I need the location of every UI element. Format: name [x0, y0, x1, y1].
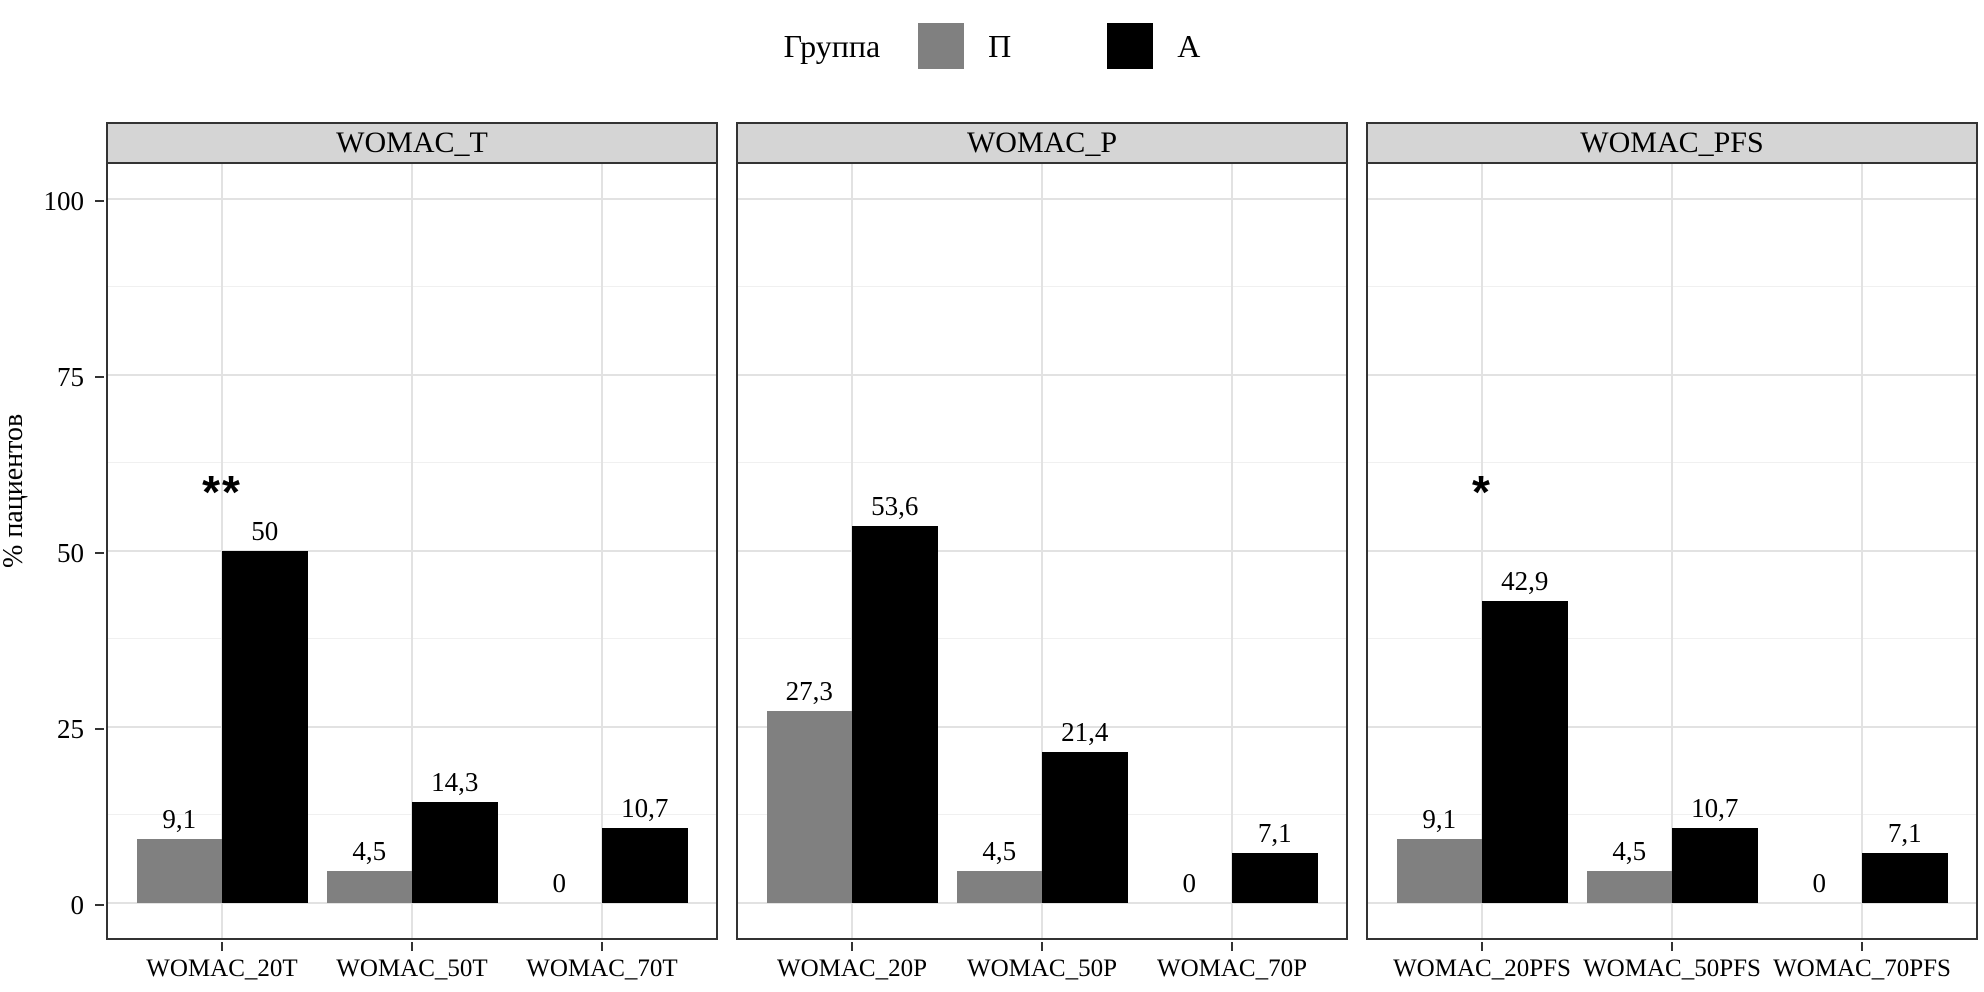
- bar-A-WOMAC_70PFS: [1862, 852, 1948, 903]
- gridline-major-v: [1861, 164, 1863, 938]
- bar-value-label: 10,7: [621, 792, 669, 823]
- x-tick-label: WOMAC_50PFS: [1583, 955, 1761, 982]
- panel-WOMAC_P: WOMAC_P 27,3 4,5 0 53,6 21,4 7,1 WOMAC_20P WOMAC…: [736, 122, 1348, 981]
- facet-panels: WOMAC_T 9,1 4,5 0 50 14,3 10,7 ** WOMAC_20T WOMAC…: [106, 122, 1978, 981]
- y-tick-mark: [95, 727, 104, 730]
- gridline-major-v: [1041, 164, 1043, 938]
- bar-value-label: 50: [251, 516, 279, 546]
- bar-value-label: 27,3: [785, 675, 833, 706]
- y-tick-mark: [95, 376, 104, 379]
- x-tick-label: WOMAC_20P: [776, 955, 928, 982]
- plot-area: 9,1 4,5 0 50 14,3 10,7 **: [106, 162, 718, 940]
- gridline-major-v: [221, 164, 223, 938]
- legend: Группа П A: [0, 20, 1984, 72]
- panel-WOMAC_T: WOMAC_T 9,1 4,5 0 50 14,3 10,7 ** WOMAC_20T WOMAC…: [106, 122, 718, 981]
- x-tick-label: WOMAC_70P: [1156, 955, 1308, 982]
- y-tick-mark: [95, 200, 104, 203]
- legend-swatch-gray-icon: [918, 23, 965, 69]
- y-axis: 0 25 50 75 100: [0, 0, 106, 992]
- bar-П-WOMAC_50PFS: [1586, 871, 1672, 903]
- y-tick-label: 25: [57, 713, 84, 744]
- plot-area: 27,3 4,5 0 53,6 21,4 7,1: [736, 162, 1348, 940]
- bar-П-WOMAC_20P: [766, 710, 852, 903]
- legend-item-p: П: [918, 23, 1011, 69]
- facet-strip: WOMAC_T: [106, 122, 718, 162]
- y-tick-label: 50: [57, 538, 84, 568]
- y-tick-label: 75: [57, 362, 84, 393]
- bar-П-WOMAC_50P: [956, 871, 1042, 903]
- facet-strip: WOMAC_P: [736, 122, 1348, 162]
- bar-value-label: 0: [1812, 867, 1827, 898]
- facet-strip-label: WOMAC_P: [966, 126, 1117, 159]
- y-tick-label: 0: [70, 889, 85, 920]
- bar-value-label: 10,7: [1691, 792, 1739, 823]
- legend-label-a: A: [1177, 27, 1201, 64]
- bar-П-WOMAC_50T: [326, 871, 412, 903]
- bar-value-label: 0: [1182, 867, 1197, 898]
- x-tick-mark: [411, 942, 413, 951]
- bar-A-WOMAC_70T: [602, 827, 688, 903]
- bar-value-label: 7,1: [1887, 817, 1922, 848]
- bar-value-label: 9,1: [162, 803, 197, 834]
- y-tick-mark: [95, 903, 104, 906]
- bar-A-WOMAC_50PFS: [1672, 827, 1758, 903]
- gridline-major-v: [411, 164, 413, 938]
- bar-value-label: 53,6: [871, 490, 919, 521]
- facet-strip: WOMAC_PFS: [1366, 122, 1978, 162]
- bar-A-WOMAC_20PFS: [1482, 600, 1568, 903]
- significance-marker: **: [202, 465, 242, 518]
- bar-A-WOMAC_50T: [412, 802, 498, 903]
- bar-П-WOMAC_20T: [136, 838, 222, 903]
- bar-A-WOMAC_20P: [852, 525, 938, 903]
- gridline-major-v: [1481, 164, 1483, 938]
- bar-П-WOMAC_20PFS: [1396, 838, 1482, 903]
- bar-value-label: 4,5: [982, 836, 1017, 867]
- x-tick-mark: [1671, 942, 1673, 951]
- x-tick-mark: [1041, 942, 1043, 951]
- bar-value-label: 4,5: [352, 836, 387, 867]
- bar-value-label: 42,9: [1501, 565, 1549, 596]
- gridline-major-v: [1231, 164, 1233, 938]
- x-tick-label: WOMAC_50P: [966, 955, 1118, 982]
- bar-value-label: 0: [552, 867, 567, 898]
- bar-A-WOMAC_50P: [1042, 752, 1128, 903]
- bar-value-label: 21,4: [1061, 717, 1109, 748]
- x-tick-mark: [1231, 942, 1233, 951]
- bar-value-label: 7,1: [1257, 817, 1292, 848]
- panel-WOMAC_PFS: WOMAC_PFS 9,1 4,5 0 42,9 10,7 7,1 * WOMAC_20PFS W…: [1366, 122, 1978, 981]
- y-tick-label: 100: [43, 186, 85, 217]
- x-tick-label: WOMAC_50T: [336, 955, 488, 982]
- x-tick-label: WOMAC_70T: [526, 955, 678, 982]
- x-tick-label: WOMAC_20T: [146, 955, 298, 982]
- x-tick-label: WOMAC_20PFS: [1393, 955, 1571, 982]
- legend-swatch-black-icon: [1107, 23, 1154, 69]
- x-tick-mark: [1481, 942, 1483, 951]
- legend-item-a: A: [1107, 23, 1200, 69]
- y-tick-mark: [95, 552, 104, 554]
- bar-A-WOMAC_70P: [1232, 852, 1318, 903]
- legend-title: Группа: [783, 27, 881, 64]
- plot-area: 9,1 4,5 0 42,9 10,7 7,1 *: [1366, 162, 1978, 940]
- x-tick-mark: [1861, 942, 1863, 951]
- bar-A-WOMAC_20T: [222, 551, 308, 903]
- x-tick-mark: [221, 942, 223, 951]
- bar-value-label: 4,5: [1612, 836, 1647, 867]
- facet-strip-label: WOMAC_T: [336, 126, 488, 159]
- x-tick-label: WOMAC_70PFS: [1773, 955, 1951, 982]
- x-tick-mark: [851, 942, 853, 951]
- gridline-major-v: [1671, 164, 1673, 938]
- bar-value-label: 9,1: [1422, 803, 1457, 834]
- x-tick-mark: [601, 942, 603, 951]
- significance-marker: *: [1472, 465, 1492, 518]
- gridline-major-v: [601, 164, 603, 938]
- legend-label-p: П: [988, 27, 1012, 64]
- facet-strip-label: WOMAC_PFS: [1580, 126, 1764, 159]
- bar-value-label: 14,3: [431, 767, 479, 798]
